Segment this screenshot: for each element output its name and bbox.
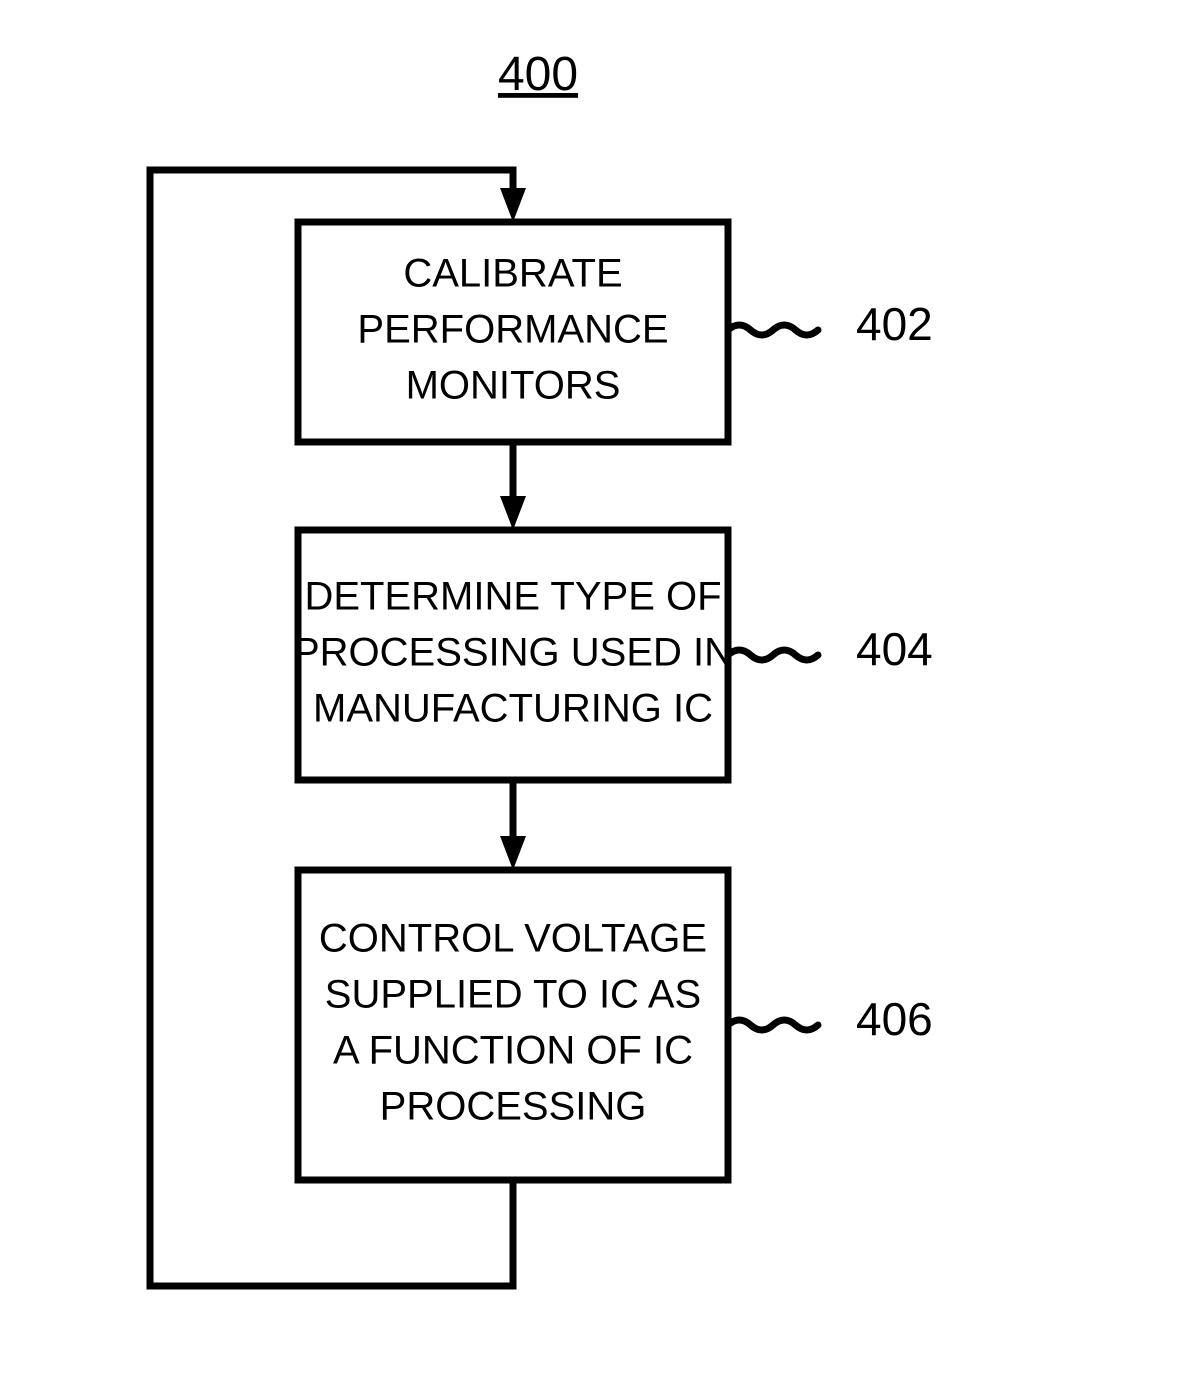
connector-2: [728, 650, 818, 660]
flow-box-3-line-4: PROCESSING: [380, 1085, 647, 1129]
flow-box-3-line-3: A FUNCTION OF IC: [333, 1029, 693, 1073]
flow-box-2-line-1: DETERMINE TYPE OF: [304, 575, 721, 619]
flow-box-3: CONTROL VOLTAGE SUPPLIED TO IC AS A FUNCTI…: [298, 870, 933, 1180]
flow-box-1-line-2: PERFORMANCE: [357, 308, 668, 352]
flow-box-3-line-1: CONTROL VOLTAGE: [319, 917, 707, 961]
flow-box-1-label: 402: [856, 298, 933, 350]
flow-box-1-line-1: CALIBRATE: [403, 252, 622, 296]
flow-box-1-line-3: MONITORS: [406, 364, 621, 408]
flow-box-2: DETERMINE TYPE OF PROCESSING USED IN MANUF…: [293, 530, 933, 780]
flow-box-1: CALIBRATE PERFORMANCE MONITORS 402: [298, 222, 933, 442]
connector-1: [728, 325, 818, 335]
flow-box-2-line-3: MANUFACTURING IC: [313, 687, 713, 731]
flow-box-3-line-2: SUPPLIED TO IC AS: [325, 973, 701, 1017]
flow-box-2-label: 404: [856, 623, 933, 675]
diagram-title: 400: [498, 48, 578, 101]
flow-box-2-line-2: PROCESSING USED IN: [293, 631, 733, 675]
flow-box-3-label: 406: [856, 993, 933, 1045]
connector-3: [728, 1020, 818, 1030]
